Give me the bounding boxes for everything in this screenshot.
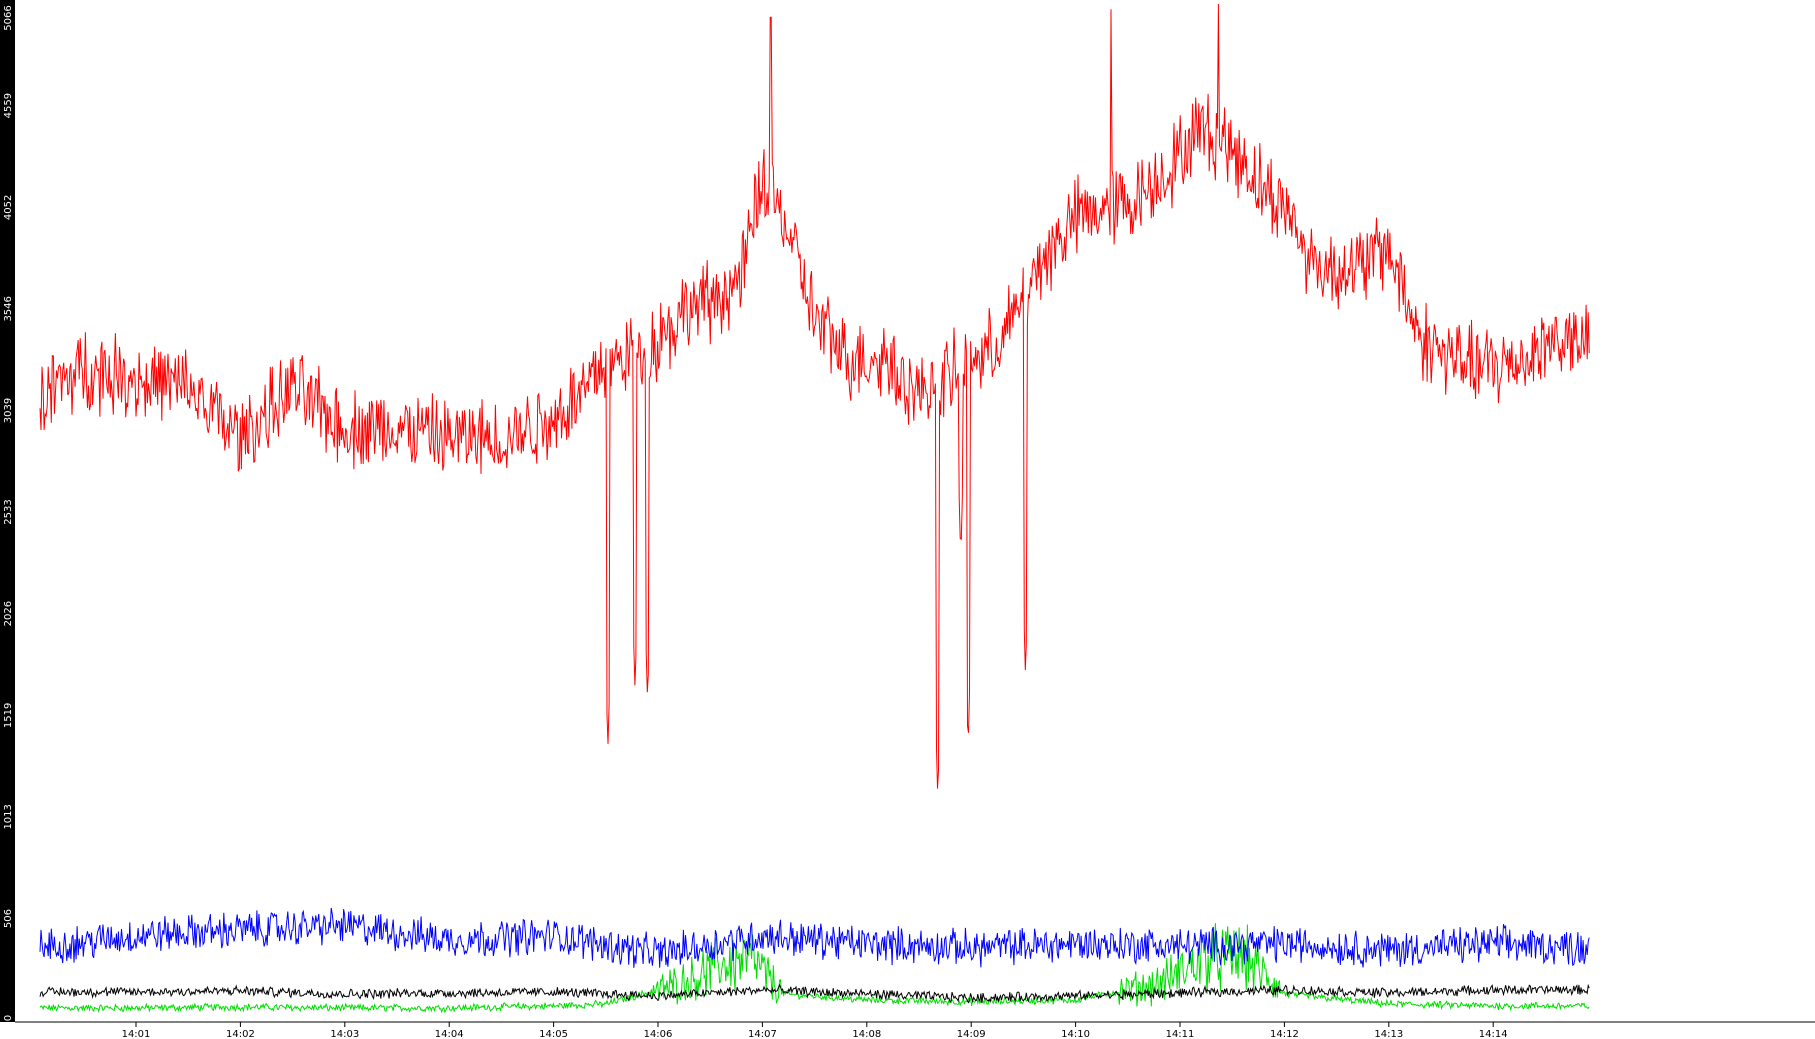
x-axis-ticks: 14:01 14:02 14:03 14:04 14:05 14:06 14:07 14:08… xyxy=(122,1022,1508,1039)
x-tick-label: 14:01 xyxy=(122,1029,151,1039)
y-tick-label: 1013 xyxy=(3,804,14,829)
y-tick-label: 0 xyxy=(3,1015,14,1021)
x-tick-label: 14:07 xyxy=(748,1029,777,1039)
y-tick-label: 5066 xyxy=(3,5,14,30)
series-line-3 xyxy=(39,923,1590,1014)
x-tick-label: 14:05 xyxy=(539,1029,568,1039)
y-tick-label: 4052 xyxy=(3,195,14,220)
series-line-0 xyxy=(39,3,1590,789)
x-tick-label: 14:10 xyxy=(1061,1029,1090,1039)
series-line-2 xyxy=(39,983,1590,1004)
y-tick-label: 2026 xyxy=(3,601,14,626)
x-tick-label: 14:13 xyxy=(1374,1029,1403,1039)
x-axis-bar xyxy=(0,1022,1815,1039)
y-tick-label: 506 xyxy=(3,909,14,928)
x-tick-label: 14:12 xyxy=(1270,1029,1299,1039)
y-axis-bar xyxy=(0,0,15,1022)
y-tick-label: 3039 xyxy=(3,398,14,423)
y-tick-label: 2533 xyxy=(3,499,14,524)
x-tick-label: 14:14 xyxy=(1479,1029,1508,1039)
y-tick-label: 4559 xyxy=(3,93,14,118)
x-tick-label: 14:04 xyxy=(435,1029,464,1039)
y-axis-ticks: 0 506 1013 1519 2026 2533 3039 3546 4052 4559 5066 xyxy=(3,5,14,1021)
y-tick-label: 1519 xyxy=(3,703,14,728)
series-group xyxy=(39,3,1590,1014)
x-tick-label: 14:03 xyxy=(330,1029,359,1039)
y-tick-label: 3546 xyxy=(3,296,14,321)
x-tick-label: 14:11 xyxy=(1166,1029,1195,1039)
x-tick-label: 14:09 xyxy=(957,1029,986,1039)
x-tick-label: 14:02 xyxy=(226,1029,255,1039)
series-line-1 xyxy=(39,907,1590,968)
x-tick-label: 14:06 xyxy=(644,1029,673,1039)
x-tick-label: 14:08 xyxy=(852,1029,881,1039)
